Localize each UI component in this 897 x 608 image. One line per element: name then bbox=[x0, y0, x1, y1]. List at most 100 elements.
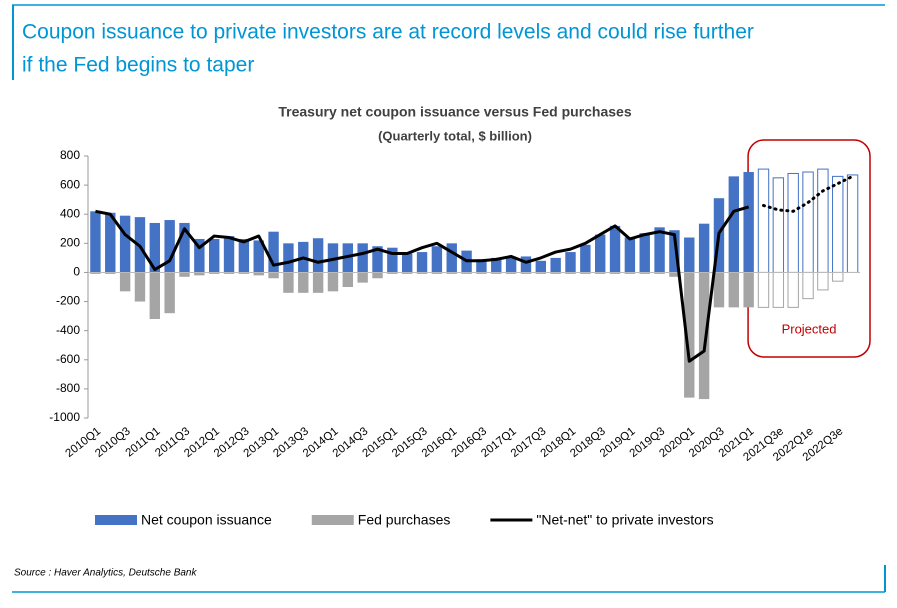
legend-label: "Net-net" to private investors bbox=[536, 512, 713, 528]
bar bbox=[179, 272, 190, 277]
bar bbox=[802, 271, 814, 300]
source: Source : Haver Analytics, Deutsche Bank bbox=[14, 568, 197, 579]
bar bbox=[476, 259, 487, 273]
bar bbox=[505, 272, 517, 274]
bar bbox=[757, 168, 770, 273]
bar bbox=[520, 272, 532, 274]
bar bbox=[757, 271, 770, 308]
bar bbox=[684, 272, 695, 398]
bar bbox=[491, 257, 502, 273]
y-tick-label: 200 bbox=[60, 236, 80, 250]
legend-swatch bbox=[311, 515, 354, 525]
bar bbox=[208, 238, 220, 273]
bar bbox=[416, 252, 428, 273]
bar bbox=[119, 215, 131, 273]
projected-label: Projected bbox=[782, 321, 837, 336]
headline: if the Fed begins to taper bbox=[22, 54, 254, 77]
line bbox=[95, 205, 750, 363]
bar bbox=[684, 237, 695, 273]
bar bbox=[149, 222, 161, 273]
bar bbox=[164, 272, 175, 314]
bar bbox=[401, 253, 413, 273]
bar bbox=[90, 211, 101, 273]
chart-subtitle: (Quarterly total, $ billion) bbox=[378, 128, 532, 143]
bar bbox=[624, 272, 636, 274]
bar bbox=[787, 172, 799, 273]
bar bbox=[134, 272, 146, 302]
bar bbox=[594, 272, 606, 274]
legend-label: Net coupon issuance bbox=[141, 512, 272, 528]
bar bbox=[372, 272, 383, 279]
bar bbox=[535, 272, 547, 274]
y-tick-label: -600 bbox=[56, 352, 80, 366]
bar bbox=[372, 246, 383, 273]
bar bbox=[728, 176, 740, 273]
legend-swatch bbox=[95, 515, 137, 525]
headline: Coupon issuance to private investors are… bbox=[22, 21, 754, 44]
bar bbox=[550, 257, 561, 273]
bar bbox=[238, 272, 250, 274]
bar bbox=[743, 172, 754, 273]
bar bbox=[312, 238, 324, 273]
bar bbox=[268, 272, 279, 279]
bar bbox=[298, 272, 309, 293]
bar bbox=[565, 272, 576, 274]
y-tick-label: 0 bbox=[73, 265, 80, 279]
y-tick-label: -800 bbox=[56, 381, 80, 395]
bar bbox=[639, 272, 650, 274]
bar bbox=[491, 272, 502, 274]
bar bbox=[446, 243, 457, 273]
bar bbox=[802, 171, 814, 273]
y-tick-label: -1000 bbox=[49, 410, 80, 424]
bar bbox=[283, 243, 294, 273]
bar bbox=[253, 240, 264, 273]
bar bbox=[416, 272, 428, 274]
bar bbox=[446, 272, 457, 274]
plot: -1000 -800 -600 -400 -200 0 200 400 600 800 Projec… bbox=[49, 139, 871, 528]
bar bbox=[832, 271, 844, 282]
bar bbox=[817, 168, 829, 273]
bar bbox=[208, 272, 220, 274]
bar bbox=[550, 272, 561, 274]
bar bbox=[609, 225, 621, 273]
bar bbox=[357, 272, 368, 283]
bar bbox=[580, 244, 591, 273]
y-tick-label: -200 bbox=[56, 294, 80, 308]
bar bbox=[327, 272, 339, 292]
bar bbox=[698, 223, 710, 273]
bar bbox=[846, 174, 859, 273]
y-tick-label: 600 bbox=[60, 177, 80, 191]
bar bbox=[743, 272, 754, 308]
bar bbox=[654, 272, 665, 274]
bar bbox=[431, 272, 443, 274]
bar bbox=[520, 256, 532, 273]
bar bbox=[164, 220, 175, 273]
bar bbox=[535, 260, 547, 273]
bar bbox=[832, 175, 844, 273]
legend-label: Fed purchases bbox=[358, 512, 451, 528]
bar bbox=[698, 272, 710, 400]
bar bbox=[461, 272, 472, 274]
bar bbox=[387, 247, 398, 273]
bar bbox=[105, 212, 116, 273]
bar bbox=[238, 238, 250, 273]
bar bbox=[387, 272, 398, 274]
bar bbox=[609, 272, 621, 274]
bar bbox=[312, 272, 324, 293]
bar bbox=[223, 236, 235, 273]
bar bbox=[401, 272, 413, 274]
bar bbox=[194, 272, 205, 276]
bar bbox=[817, 271, 829, 291]
chart-title: Treasury net coupon issuance versus Fed … bbox=[278, 104, 631, 120]
bar bbox=[105, 272, 116, 274]
bar bbox=[772, 271, 785, 308]
bar bbox=[713, 272, 725, 308]
y-tick-label: 400 bbox=[60, 206, 80, 220]
bar bbox=[654, 227, 665, 273]
bar bbox=[772, 177, 785, 273]
bar bbox=[268, 231, 279, 273]
bar bbox=[223, 272, 235, 274]
y-tick-label: -400 bbox=[56, 323, 80, 337]
bar bbox=[179, 222, 190, 273]
